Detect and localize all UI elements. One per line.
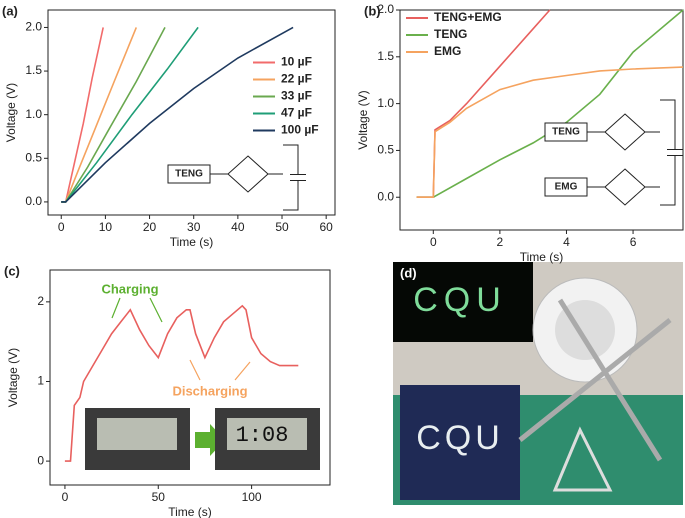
legend-label: 100 µF xyxy=(281,123,319,137)
x-tick-label: 0 xyxy=(62,490,69,504)
y-tick-label: 1.0 xyxy=(377,96,394,110)
x-tick-label: 6 xyxy=(630,235,637,249)
plot-frame xyxy=(399,9,684,231)
y-tick-label: 0.5 xyxy=(25,150,42,164)
rotor xyxy=(518,318,672,442)
x-tick-label: 20 xyxy=(143,220,157,234)
y-tick-label: 0 xyxy=(37,453,44,467)
bridge xyxy=(604,168,646,206)
x-tick-label: 40 xyxy=(231,220,245,234)
photo-inset xyxy=(393,262,533,342)
legend-label: EMG xyxy=(434,44,461,58)
x-tick-label: 4 xyxy=(563,235,570,249)
x-axis-label: Time (s) xyxy=(520,250,564,264)
display-text: 1:08 xyxy=(236,423,289,448)
y-tick-label: 2.0 xyxy=(25,20,42,34)
x-tick-label: 30 xyxy=(187,220,201,234)
x-tick-label: 0 xyxy=(58,220,65,234)
y-tick-label: 2 xyxy=(37,294,44,308)
y-tick-label: 2.0 xyxy=(377,2,394,16)
panel-label: (b) xyxy=(364,3,381,18)
teng-panel xyxy=(400,385,520,500)
y-tick-label: 0.0 xyxy=(377,189,394,203)
stand xyxy=(552,426,613,492)
series-line xyxy=(61,26,294,203)
source-label: TENG xyxy=(175,169,203,180)
chart-panel: 0 2 4 6 0.0 0.5 1.0 1.5 2.0 Time (s) Voltage (V) (b… xyxy=(356,2,684,264)
y-tick-label: 0.0 xyxy=(25,194,42,208)
plot-frame xyxy=(47,9,336,216)
chart-panel: 0 10 20 30 40 50 60 0.0 0.5 1.0 1.5 2.0 Time (s) Volt… xyxy=(2,3,336,249)
legend-label: 10 µF xyxy=(281,55,312,69)
display-screen xyxy=(97,418,177,450)
plot-frame xyxy=(49,269,331,486)
source-label: TENG xyxy=(552,127,580,138)
x-tick-label: 100 xyxy=(242,490,262,504)
y-tick-label: 1.5 xyxy=(25,63,42,77)
bridge xyxy=(604,113,646,151)
legend-label: TENG xyxy=(434,27,467,41)
photo: CQU CQU (d) xyxy=(393,262,683,505)
x-tick-label: 50 xyxy=(152,490,166,504)
led-text: CQU xyxy=(416,419,504,457)
capacitor-circuit xyxy=(283,144,306,211)
x-tick-label: 60 xyxy=(319,220,333,234)
rotor xyxy=(557,298,663,462)
legend-label: TENG+EMG xyxy=(434,10,502,24)
x-tick-label: 0 xyxy=(430,235,437,249)
x-tick-label: 2 xyxy=(497,235,504,249)
annotation-arrow xyxy=(189,359,251,381)
legend-label: 47 µF xyxy=(281,106,312,120)
x-tick-label: 50 xyxy=(275,220,289,234)
panel-label: (c) xyxy=(4,263,20,278)
x-axis-label: Time (s) xyxy=(170,235,214,249)
led-text: CQU xyxy=(413,281,507,319)
panel-label: (a) xyxy=(2,3,18,18)
y-tick-label: 1.5 xyxy=(377,49,394,63)
x-axis-label: Time (s) xyxy=(168,505,212,518)
annotation-arrow xyxy=(111,297,163,323)
panel-label: (d) xyxy=(400,265,417,280)
y-tick-label: 1 xyxy=(37,374,44,388)
display-screen xyxy=(227,418,307,450)
capacitor-circuit xyxy=(660,99,683,206)
legend-label: 22 µF xyxy=(281,72,312,86)
source-label: EMG xyxy=(555,182,578,193)
bridge xyxy=(227,155,269,193)
series-line xyxy=(61,27,138,203)
annotation: Discharging xyxy=(172,383,247,398)
annotation: Charging xyxy=(101,281,158,296)
y-tick-label: 0.5 xyxy=(377,143,394,157)
y-axis-label: Voltage (V) xyxy=(356,90,370,149)
series-line xyxy=(64,304,299,462)
y-tick-label: 1.0 xyxy=(25,107,42,121)
legend-label: 33 µF xyxy=(281,89,312,103)
chart-panel: 0 50 100 0 1 2 Time (s) Voltage (V) (c) 1:08 Charg… xyxy=(4,263,331,518)
series-line xyxy=(416,66,684,198)
x-tick-label: 10 xyxy=(99,220,113,234)
y-axis-label: Voltage (V) xyxy=(6,348,20,407)
y-axis-label: Voltage (V) xyxy=(4,83,18,142)
